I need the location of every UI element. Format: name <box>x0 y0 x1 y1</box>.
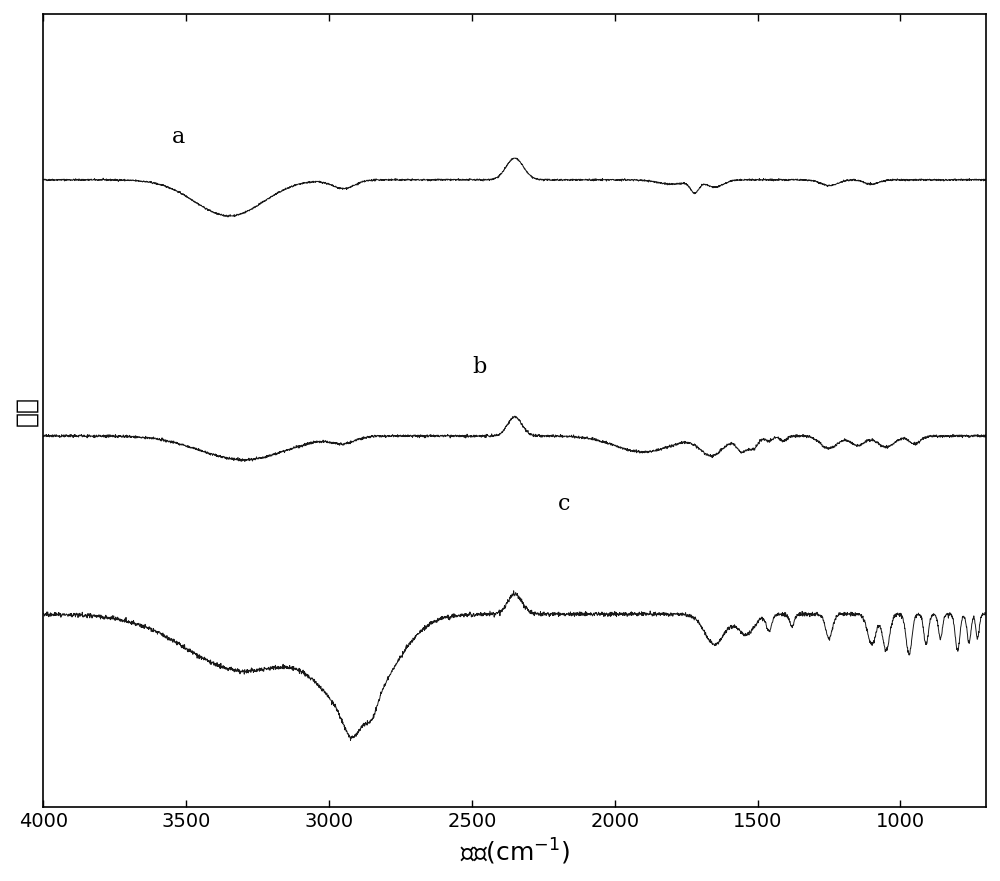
X-axis label: 波数(cm$^{-1}$): 波数(cm$^{-1}$) <box>460 837 570 867</box>
Text: c: c <box>558 493 570 515</box>
Y-axis label: 强度: 强度 <box>14 396 38 426</box>
Text: a: a <box>172 125 185 147</box>
Text: b: b <box>472 357 486 379</box>
